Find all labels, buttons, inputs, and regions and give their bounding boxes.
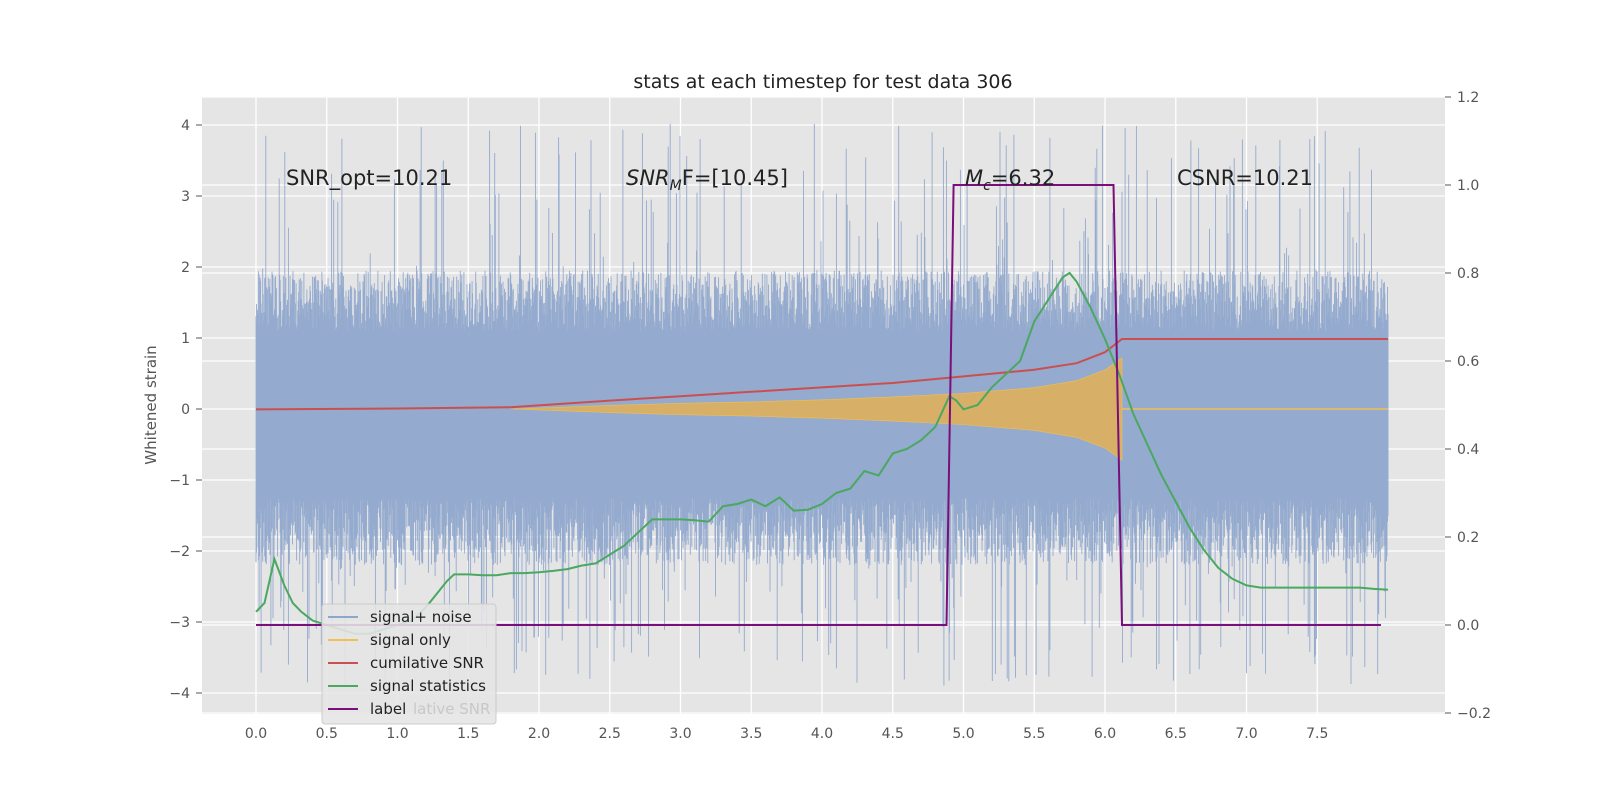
y-right-tick-label: 0.6 [1457,354,1479,370]
y-axis-label: Whitened strain [142,345,160,464]
y-tick-label: −4 [169,686,190,702]
annotations: SNR_opt=10.21 SNRMF=[10.45] Mc=6.32 CSNR… [286,166,1313,194]
legend: lative SNR signal+ noise signal only cum… [321,603,497,725]
x-axis-ticks: 0.0 0.5 1.0 1.5 2.0 2.5 3.0 3.5 4.0 4.5 5.0 5.5 6.0 6… [245,726,1329,742]
y-tick-label: 0 [181,402,190,418]
x-tick-label: 4.0 [811,726,833,742]
legend-label-cumulative-snr: cumilative SNR [370,654,484,672]
x-tick-label: 2.5 [599,726,621,742]
x-tick-label: 1.5 [457,726,479,742]
x-tick-label: 3.5 [740,726,762,742]
y-tick-label: 2 [181,260,190,276]
y-axis-ticks: 4 3 2 1 0 −1 −2 −3 −4 [169,118,202,702]
x-tick-label: 0.0 [245,726,267,742]
y-tick-label: −2 [169,544,190,560]
annotation-snr-mf-suffix: F=[10.45] [682,166,788,190]
y-tick-label: 1 [181,331,190,347]
y-right-tick-label: 0.4 [1457,442,1479,458]
legend-box [321,603,497,725]
y-right-tick-label: 0.8 [1457,266,1479,282]
y-right-tick-label: −0.2 [1457,706,1491,722]
y-right-tick-label: 1.2 [1457,90,1479,106]
x-tick-label: 6.0 [1094,726,1116,742]
annotation-snr-mf-sub: M [670,178,682,194]
y-tick-label: −1 [169,473,190,489]
x-tick-label: 3.0 [669,726,691,742]
chart-title: stats at each timestep for test data 306 [633,71,1012,93]
y-right-tick-label: 0.0 [1457,618,1479,634]
y-right-tick-label: 0.2 [1457,530,1479,546]
legend-ghost-text: lative SNR [413,700,490,718]
y-tick-label: 4 [181,118,190,134]
x-tick-label: 4.5 [882,726,904,742]
y-tick-label: 3 [181,189,190,205]
cumulative-snr-series [255,338,1388,411]
annotation-csnr: CSNR=10.21 [1177,166,1313,190]
label-series [256,184,1381,626]
x-tick-label: 6.5 [1165,726,1187,742]
x-tick-label: 7.5 [1306,726,1328,742]
annotation-snr-opt: SNR_opt=10.21 [286,166,452,191]
annotation-mc: Mc=6.32 [965,166,1055,194]
legend-label-signal-only: signal only [370,631,451,649]
legend-label-signal-statistics: signal statistics [370,677,486,695]
signal-only-series [510,357,1123,461]
x-tick-label: 5.0 [952,726,974,742]
legend-label-label: label [370,700,406,718]
x-tick-label: 1.0 [386,726,408,742]
annotation-mc-suffix: =6.32 [991,166,1055,190]
x-tick-label: 2.0 [528,726,550,742]
y-tick-label: −3 [169,615,190,631]
annotation-mc-sub: c [983,178,991,194]
signal-noise-series [255,123,1389,686]
annotation-mc-main: M [965,166,983,190]
annotation-snr-mf: SNRMF=[10.45] [626,166,788,194]
y-right-axis-ticks: 1.2 1.0 0.8 0.6 0.4 0.2 0.0 −0.2 [1445,90,1491,722]
x-tick-label: 7.0 [1235,726,1257,742]
x-tick-label: 0.5 [316,726,338,742]
x-tick-label: 5.5 [1023,726,1045,742]
y-right-tick-label: 1.0 [1457,178,1479,194]
legend-label-signal-noise: signal+ noise [370,608,472,626]
annotation-snr-mf-main: SNR [626,166,670,190]
